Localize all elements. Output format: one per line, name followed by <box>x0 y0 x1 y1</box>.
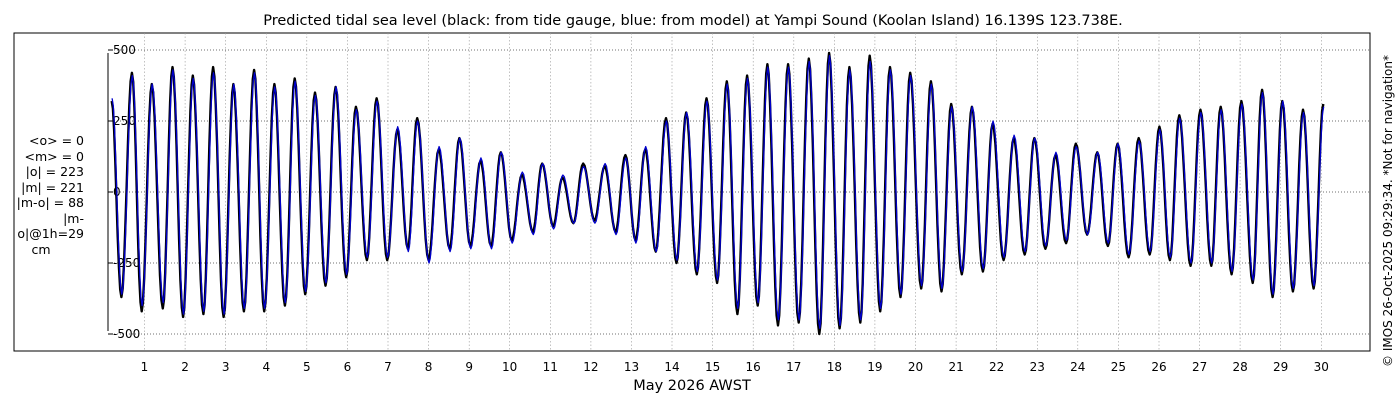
x-tick-label: 15 <box>705 360 720 374</box>
stat-abs-model: |m| = 221 <box>21 179 84 195</box>
x-tick-label: 23 <box>1030 360 1045 374</box>
stat-abs-diff: |m-o| = 88 <box>16 195 84 210</box>
x-tick-label: 14 <box>664 360 679 374</box>
x-axis-label: May 2026 AWST <box>633 378 751 394</box>
x-tick-label: 13 <box>624 360 639 374</box>
x-tick-label: 22 <box>989 360 1004 374</box>
x-tick-label: 27 <box>1192 360 1207 374</box>
x-tick-label: 24 <box>1070 360 1085 374</box>
x-tick-label: 6 <box>344 360 352 374</box>
x-axis-ticks: 1 2 3 4 5 6 7 8 9 10 11 12 13 14 15 16 17 18 19 20 21 22 23 24 2… <box>141 360 1329 374</box>
x-tick-label: 29 <box>1273 360 1288 374</box>
x-tick-label: 25 <box>1111 360 1126 374</box>
x-tick-label: 7 <box>384 360 392 374</box>
x-tick-label: 19 <box>867 360 882 374</box>
stat-mean-model: <m> = 0 <box>24 148 85 164</box>
x-tick-label: 21 <box>948 360 963 374</box>
x-tick-label: 20 <box>908 360 923 374</box>
y-tick-label: -250 <box>113 256 140 270</box>
x-tick-label: 1 <box>141 360 149 374</box>
x-tick-label: 4 <box>262 360 270 374</box>
x-tick-label: 2 <box>181 360 189 374</box>
x-tick-label: 3 <box>222 360 230 374</box>
stat-abs-observed: |o| = 223 <box>25 164 84 179</box>
copyright-note: © IMOS 26-Oct-2025 09:29:34. *Not for na… <box>1381 55 1395 367</box>
x-tick-label: 28 <box>1232 360 1247 374</box>
y-tick-label: 500 <box>113 43 136 57</box>
chart-title: Predicted tidal sea level (black: from t… <box>263 13 1123 29</box>
x-tick-label: 26 <box>1151 360 1166 374</box>
x-tick-label: 5 <box>303 360 311 374</box>
series-line-model <box>111 55 1325 329</box>
y-tick-label: 250 <box>113 114 136 128</box>
series-layer <box>110 51 1325 336</box>
stats-panel: <o> = 0 <m> = 0 |o| = 223 |m| = 221 |m-o… <box>0 133 108 257</box>
x-tick-label: 11 <box>543 360 558 374</box>
x-tick-label: 17 <box>786 360 801 374</box>
x-tick-label: 16 <box>746 360 761 374</box>
y-tick-label: -500 <box>113 327 140 341</box>
stat-abs-diff-1h: |m-o|@1h=29 <box>17 210 84 242</box>
x-tick-label: 8 <box>425 360 433 374</box>
x-tick-label: 30 <box>1314 360 1329 374</box>
stat-mean-observed: <o> = 0 <box>29 133 84 148</box>
x-tick-label: 18 <box>827 360 842 374</box>
stat-unit: cm <box>31 241 51 257</box>
x-tick-label: 12 <box>583 360 598 374</box>
x-tick-label: 9 <box>465 360 473 374</box>
x-tick-label: 10 <box>502 360 517 374</box>
